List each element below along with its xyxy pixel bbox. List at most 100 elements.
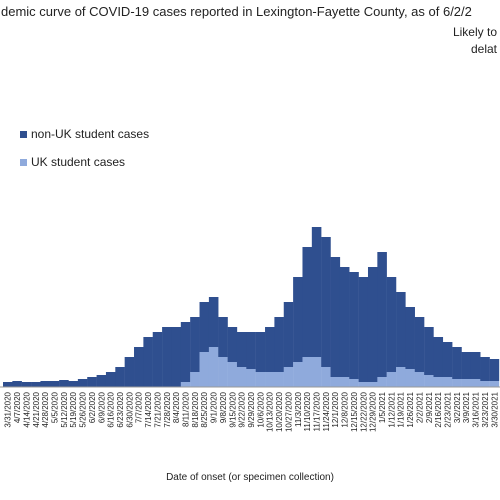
- bar-segment: [208, 297, 219, 347]
- bar-segment: [349, 272, 359, 379]
- x-tick-label: 11/17/2020: [313, 391, 322, 431]
- x-tick-label: 5/5/2020: [50, 391, 59, 423]
- bar-segment: [377, 252, 387, 377]
- bar-segment: [489, 381, 500, 387]
- x-tick-label: 2/9/2021: [425, 391, 434, 423]
- bar-segment: [452, 379, 462, 387]
- x-tick-label: 7/28/2020: [163, 391, 172, 427]
- bar-segment: [171, 327, 182, 387]
- x-tick-label: 5/19/2020: [69, 391, 78, 427]
- bar-segment: [330, 257, 341, 377]
- x-tick-label: 3/9/2021: [462, 391, 471, 423]
- bar-segment: [218, 357, 228, 387]
- x-tick-label: 7/7/2020: [135, 391, 144, 423]
- bar-segment: [442, 342, 453, 377]
- bar-segment: [96, 375, 107, 387]
- x-tick-label: 1/26/2021: [406, 391, 415, 427]
- bar-segment: [180, 322, 191, 382]
- x-tick-label: 8/25/2020: [200, 391, 209, 427]
- bar-segment: [246, 332, 256, 369]
- bar-segment: [21, 382, 32, 387]
- bar-segment: [302, 247, 313, 357]
- bar-segment: [424, 375, 434, 387]
- bar-segment: [283, 367, 294, 387]
- bar-segment: [293, 277, 303, 362]
- bar-segment: [246, 369, 256, 387]
- bar-segment: [442, 377, 453, 387]
- bar-segment: [236, 367, 247, 387]
- bar-segment: [265, 327, 275, 372]
- bar-segment: [283, 302, 294, 367]
- bar-segment: [321, 237, 331, 367]
- bar-segment: [199, 352, 210, 387]
- x-tick-label: 3/30/2021: [490, 391, 499, 427]
- x-tick-label: 6/30/2020: [125, 391, 134, 427]
- bar-segment: [358, 382, 369, 387]
- bar-segment: [433, 337, 444, 377]
- legend: non-UK student cases UK student cases: [20, 127, 149, 169]
- x-tick-label: 8/11/2020: [181, 391, 190, 427]
- x-tick-label: 2/16/2021: [434, 391, 443, 427]
- bar-segment: [302, 357, 313, 387]
- bar-segment: [386, 277, 397, 372]
- bar-segment: [396, 367, 406, 387]
- chart-title: demic curve of COVID-19 cases reported i…: [1, 4, 472, 19]
- bar-segment: [396, 292, 406, 367]
- bar-segment: [265, 372, 275, 387]
- bar-segment: [321, 367, 331, 387]
- bar-segment: [227, 362, 238, 387]
- bar-segment: [255, 332, 266, 372]
- x-tick-label: 3/31/2020: [4, 391, 13, 427]
- annotation: delat: [471, 42, 498, 56]
- bar-segment: [367, 382, 378, 387]
- x-tick-label: 7/21/2020: [153, 391, 162, 427]
- bar-segment: [480, 357, 490, 381]
- x-tick-label: 1/19/2021: [397, 391, 406, 427]
- x-tick-label: 11/10/2020: [303, 391, 312, 431]
- x-tick-label: 3/2/2021: [453, 391, 462, 423]
- bar-segment: [414, 317, 425, 372]
- bar-segment: [339, 377, 350, 387]
- x-tick-label: 4/7/2020: [13, 391, 22, 423]
- bar-segment: [199, 302, 210, 352]
- bar-segment: [143, 337, 153, 387]
- bar-segment: [367, 267, 378, 382]
- annotation: Likely to: [453, 25, 497, 39]
- x-tick-label: 10/13/2020: [266, 391, 275, 432]
- bar-segment: [31, 382, 41, 387]
- bar-segment: [162, 327, 172, 387]
- x-tick-label: 5/26/2020: [79, 391, 88, 427]
- bar-segment: [274, 317, 284, 372]
- bar-segment: [377, 377, 387, 387]
- x-tick-label: 6/16/2020: [107, 391, 116, 427]
- bar-segment: [405, 307, 415, 369]
- x-tick-label: 12/29/2020: [369, 391, 378, 432]
- legend-swatch: [20, 159, 27, 166]
- x-tick-label: 3/23/2021: [481, 391, 490, 427]
- bar-segment: [405, 369, 415, 387]
- bar-segment: [49, 381, 60, 387]
- bar-segment: [349, 379, 359, 387]
- bar-segment: [424, 327, 434, 375]
- bar-segment: [339, 267, 350, 377]
- bar-segment: [330, 377, 341, 387]
- x-tick-label: 4/21/2020: [32, 391, 41, 427]
- x-tick-label: 3/16/2021: [472, 391, 481, 427]
- bar-segment: [40, 381, 50, 387]
- bar-segment: [293, 362, 303, 387]
- bar-segment: [115, 367, 125, 387]
- x-tick-label: 2/23/2021: [444, 391, 453, 427]
- bar-segment: [152, 332, 163, 387]
- bar-segment: [470, 379, 481, 387]
- x-axis-title: Date of onset (or specimen collection): [166, 472, 334, 483]
- bar-segment: [124, 357, 135, 387]
- x-tick-label: 5/12/2020: [60, 391, 69, 427]
- x-tick-label: 10/20/2020: [275, 391, 284, 432]
- bar-segment: [227, 327, 238, 362]
- bar-segment: [208, 347, 219, 387]
- bar-segment: [461, 352, 472, 379]
- bar-segment: [68, 381, 79, 387]
- x-tick-label: 11/24/2020: [322, 391, 331, 431]
- x-tick-label: 12/15/2020: [350, 391, 359, 432]
- bar-segment: [386, 372, 397, 387]
